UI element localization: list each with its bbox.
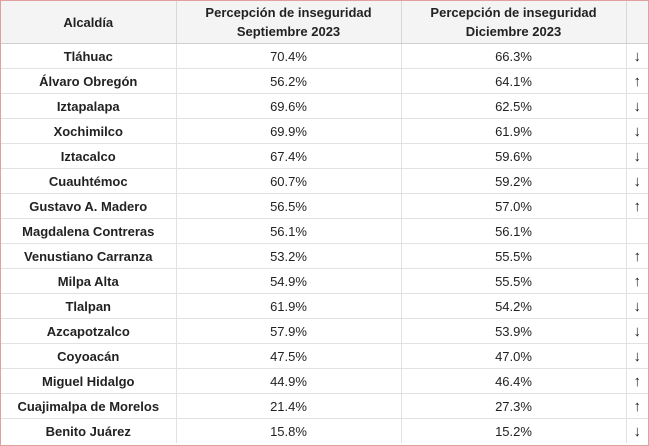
column-header-trend [626, 1, 648, 44]
cell-september: 54.9% [176, 268, 402, 294]
cell-september: 15.8% [176, 418, 402, 443]
cell-alcaldia: Miguel Hidalgo [1, 368, 177, 394]
cell-alcaldia: Cuajimalpa de Morelos [1, 393, 177, 419]
cell-september: 70.4% [176, 43, 402, 69]
cell-december: 59.2% [401, 168, 627, 194]
cell-september: 56.1% [176, 218, 402, 244]
header-row: Alcaldía Percepción de inseguridad Septi… [1, 1, 648, 44]
trend-arrow-icon: ↓ [633, 422, 642, 440]
column-header-december[interactable]: Percepción de inseguridad Diciembre 2023 [401, 1, 627, 44]
cell-december: 15.2% [401, 418, 627, 443]
trend-arrow-icon: ↑ [626, 393, 648, 419]
cell-alcaldia: Azcapotzalco [1, 318, 177, 344]
cell-september: 67.4% [176, 143, 402, 169]
trend-arrow-icon: ↓ [626, 293, 648, 319]
column-header-alcaldia[interactable]: Alcaldía [1, 1, 177, 44]
cell-alcaldia: Iztapalapa [1, 93, 177, 119]
table-row: Tláhuac 70.4% 66.3% ↓ [1, 43, 648, 69]
trend-arrow-icon [626, 218, 648, 244]
trend-arrow-icon: ↓ [626, 168, 648, 194]
cell-september: 44.9% [176, 368, 402, 394]
column-header-alcaldia-label: Alcaldía [63, 14, 114, 30]
column-header-september-line1: Percepción de inseguridad [205, 5, 372, 20]
cell-alcaldia: Álvaro Obregón [1, 68, 177, 94]
table-row: Iztacalco 67.4% 59.6% ↓ [1, 143, 648, 169]
cell-december: 56.1% [401, 218, 627, 244]
cell-september: 56.2% [176, 68, 402, 94]
cell-alcaldia: Xochimilco [1, 118, 177, 144]
cell-alcaldia: Cuauhtémoc [1, 168, 177, 194]
cell-alcaldia: Tlalpan [1, 293, 177, 319]
cell-alcaldia: Benito Juárez [1, 418, 177, 443]
table-row: Venustiano Carranza 53.2% 55.5% ↑ [1, 243, 648, 269]
cell-december: 61.9% [401, 118, 627, 144]
cell-december: 55.5% [401, 268, 627, 294]
cell-december: 59.6% [401, 143, 627, 169]
trend-arrow-icon: ↓ [626, 118, 648, 144]
table-row: Benito Juárez 15.8% 15.2% ↓ [1, 418, 648, 443]
cell-december: 27.3% [401, 393, 627, 419]
cell-september: 69.6% [176, 93, 402, 119]
cell-alcaldia: Venustiano Carranza [1, 243, 177, 269]
trend-arrow-icon: ↑ [626, 268, 648, 294]
table-row: Coyoacán 47.5% 47.0% ↓ [1, 343, 648, 369]
cell-alcaldia: Gustavo A. Madero [1, 193, 177, 219]
cell-december: 64.1% [401, 68, 627, 94]
cell-december: 62.5% [401, 93, 627, 119]
cell-december: 53.9% [401, 318, 627, 344]
cell-alcaldia: Coyoacán [1, 343, 177, 369]
table-row: Iztapalapa 69.6% 62.5% ↓ [1, 93, 648, 119]
cell-december: 47.0% [401, 343, 627, 369]
cell-september: 53.2% [176, 243, 402, 269]
trend-arrow-icon: ↑ [626, 68, 648, 94]
cell-september: 61.9% [176, 293, 402, 319]
cell-september: 21.4% [176, 393, 402, 419]
trend-arrow-icon: ↓ [626, 143, 648, 169]
table-row: Tlalpan 61.9% 54.2% ↓ [1, 293, 648, 319]
table-body: Tláhuac 70.4% 66.3% ↓ Álvaro Obregón 56.… [1, 43, 648, 443]
cell-december: 46.4% [401, 368, 627, 394]
trend-arrow-icon: ↓ [626, 93, 648, 119]
cell-december: 55.5% [401, 243, 627, 269]
cell-alcaldia: Milpa Alta [1, 268, 177, 294]
cell-december: 54.2% [401, 293, 627, 319]
trend-arrow-icon: ↑ [626, 243, 648, 269]
cell-alcaldia: Tláhuac [1, 43, 177, 69]
table-row: Magdalena Contreras 56.1% 56.1% [1, 218, 648, 244]
table-row: Xochimilco 69.9% 61.9% ↓ [1, 118, 648, 144]
column-header-september[interactable]: Percepción de inseguridad Septiembre 202… [176, 1, 402, 44]
table-header: Alcaldía Percepción de inseguridad Septi… [1, 1, 648, 44]
cell-september: 47.5% [176, 343, 402, 369]
cell-september: 60.7% [176, 168, 402, 194]
trend-arrow-icon: ↓ [626, 318, 648, 344]
cell-september: 69.9% [176, 118, 402, 144]
table-row: Azcapotzalco 57.9% 53.9% ↓ [1, 318, 648, 344]
table-row: Cuauhtémoc 60.7% 59.2% ↓ [1, 168, 648, 194]
table-row: Milpa Alta 54.9% 55.5% ↑ [1, 268, 648, 294]
cell-september: 57.9% [176, 318, 402, 344]
table-row: Miguel Hidalgo 44.9% 46.4% ↑ [1, 368, 648, 394]
cell-september: 56.5% [176, 193, 402, 219]
cell-december: 57.0% [401, 193, 627, 219]
table-row: Cuajimalpa de Morelos 21.4% 27.3% ↑ [1, 393, 648, 419]
trend-arrow-icon: ↓ [626, 343, 648, 369]
column-header-september-line2: Septiembre 2023 [236, 24, 341, 39]
cell-alcaldia: Magdalena Contreras [1, 218, 177, 244]
trend-arrow-icon: ↑ [626, 193, 648, 219]
column-header-december-line1: Percepción de inseguridad [430, 5, 597, 20]
table-row: Gustavo A. Madero 56.5% 57.0% ↑ [1, 193, 648, 219]
table-row: Álvaro Obregón 56.2% 64.1% ↑ [1, 68, 648, 94]
cell-alcaldia: Iztacalco [1, 143, 177, 169]
cell-december: 66.3% [401, 43, 627, 69]
trend-arrow-icon: ↑ [626, 368, 648, 394]
column-header-december-line2: Diciembre 2023 [465, 24, 562, 39]
trend-arrow-icon: ↓ [626, 43, 648, 69]
